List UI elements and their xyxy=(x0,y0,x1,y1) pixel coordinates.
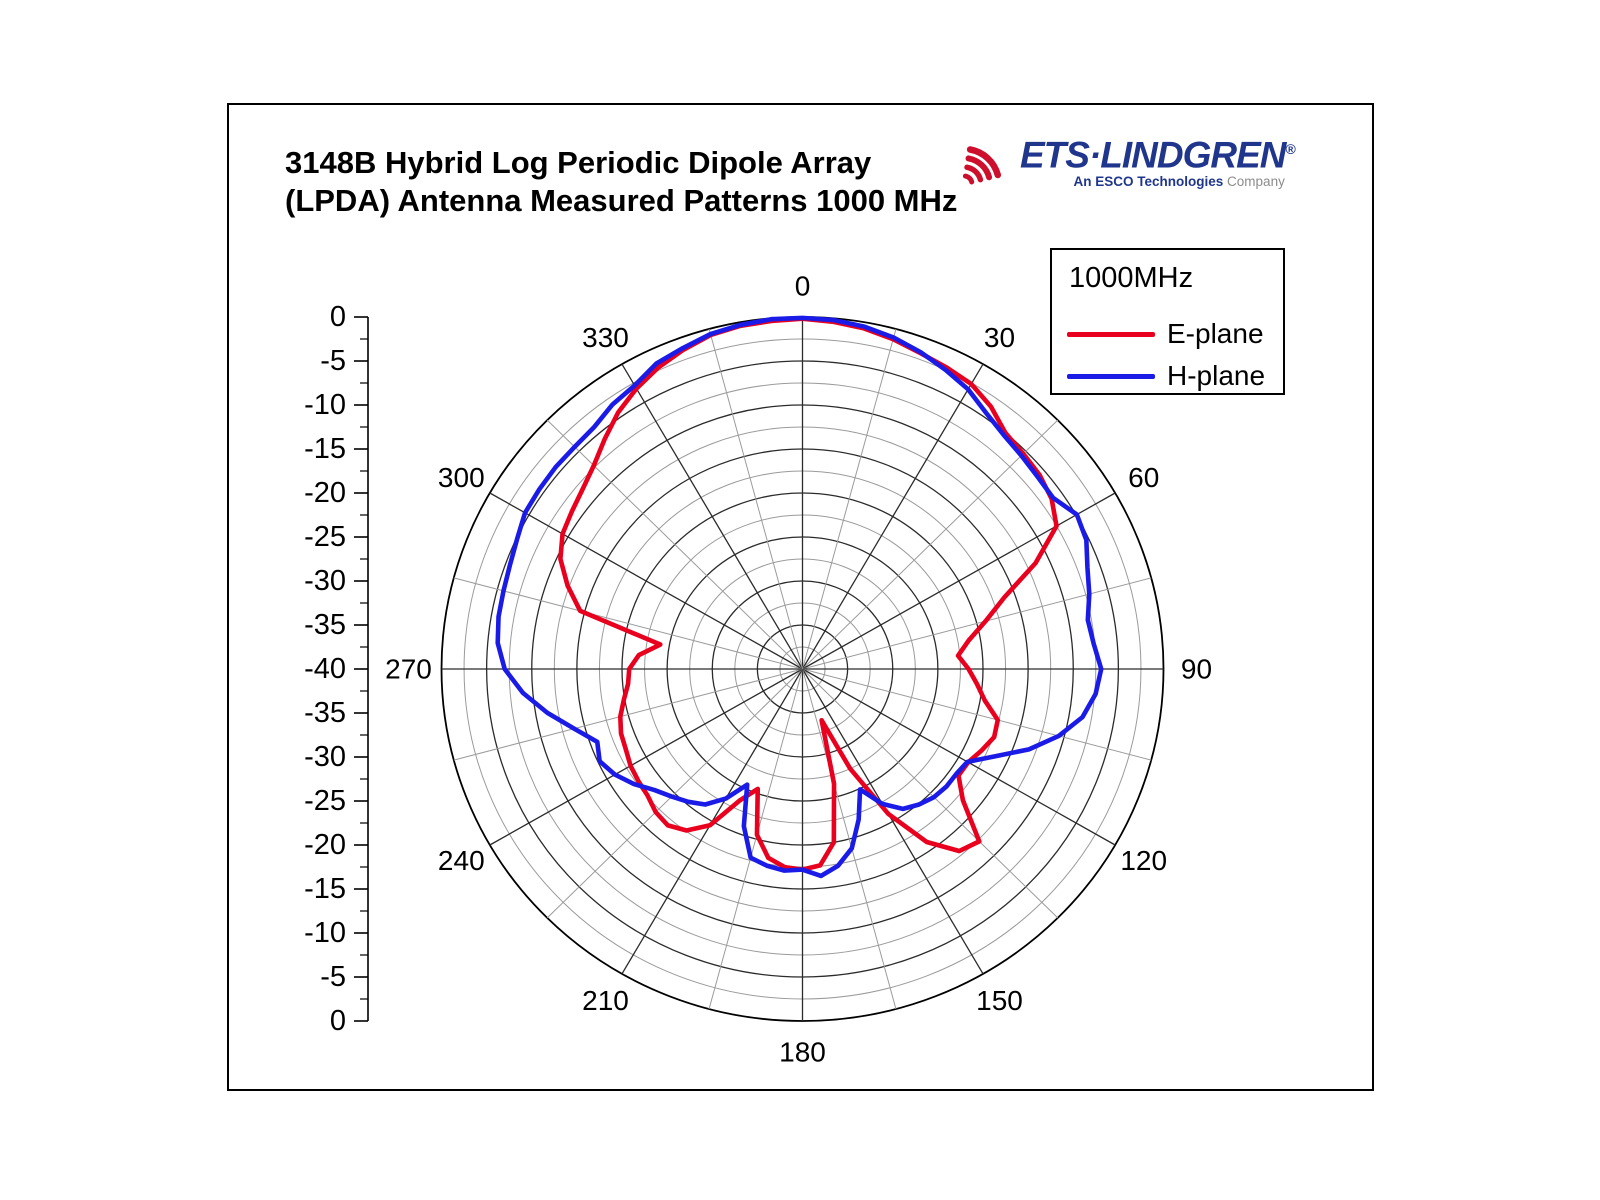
db-axis-tick-label: -30 xyxy=(304,565,346,597)
page: 3148B Hybrid Log Periodic Dipole Array (… xyxy=(0,0,1600,1200)
db-axis-tick-label: -10 xyxy=(304,917,346,949)
angle-label-300: 300 xyxy=(438,462,485,493)
polar-chart: 0 -5 -10 -15 -20 -25 -30 -35 -40 -35 -30 -25 -20 -15 -… xyxy=(0,0,1600,1200)
db-axis-tick-label: -20 xyxy=(304,477,346,509)
angle-label-150: 150 xyxy=(976,985,1023,1016)
db-axis-tick-label: 0 xyxy=(330,1005,346,1037)
e-plane-curve xyxy=(560,319,1056,870)
db-axis-tick-label: -35 xyxy=(304,697,346,729)
angle-label-180: 180 xyxy=(779,1037,826,1068)
db-axis-tick-label: -25 xyxy=(304,785,346,817)
angle-label-210: 210 xyxy=(582,985,629,1016)
angle-label-0: 0 xyxy=(795,271,811,302)
db-axis-tick-label: -10 xyxy=(304,389,346,421)
db-axis-tick-label: 0 xyxy=(330,301,346,333)
db-axis: 0 -5 -10 -15 -20 -25 -30 -35 -40 -35 -30 -25 -20 -15 -… xyxy=(304,301,368,1037)
db-axis-tick-label: -35 xyxy=(304,609,346,641)
db-axis-tick-label: -15 xyxy=(304,873,346,905)
db-axis-tick-label: -25 xyxy=(304,521,346,553)
db-axis-tick-label: -30 xyxy=(304,741,346,773)
angle-label-60: 60 xyxy=(1128,462,1159,493)
polar-grid xyxy=(442,317,1164,1021)
angle-label-90: 90 xyxy=(1181,654,1212,685)
db-axis-tick-label: -5 xyxy=(320,345,346,377)
db-axis-tick-label: -15 xyxy=(304,433,346,465)
angle-label-30: 30 xyxy=(984,322,1015,353)
db-axis-tick-label: -5 xyxy=(320,961,346,993)
angle-label-330: 330 xyxy=(582,322,629,353)
db-axis-tick-label: -20 xyxy=(304,829,346,861)
angle-label-270: 270 xyxy=(385,654,432,685)
db-axis-tick-label: -40 xyxy=(304,653,346,685)
angle-label-240: 240 xyxy=(438,845,485,876)
angle-label-120: 120 xyxy=(1120,845,1167,876)
